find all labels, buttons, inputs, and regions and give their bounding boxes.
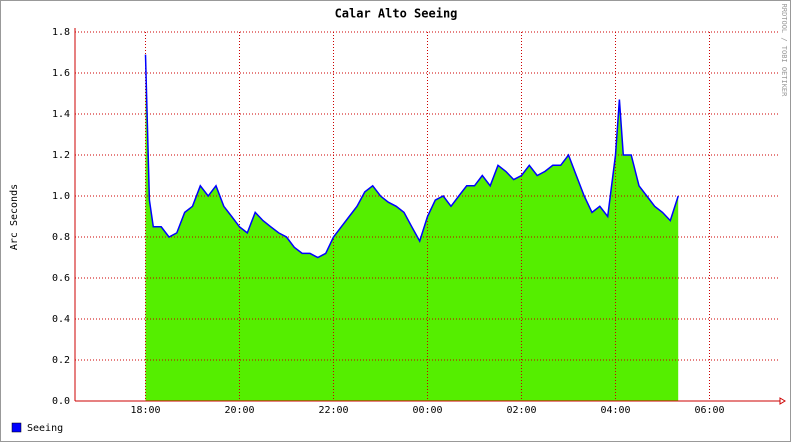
x-tick-label: 02:00 [506, 405, 536, 416]
y-axis-label: Arc Seconds [9, 184, 20, 250]
y-tick-label: 0.0 [52, 396, 70, 407]
y-tick-label: 0.8 [52, 232, 70, 243]
y-tick-label: 1.6 [52, 68, 70, 79]
side-note: RRDTOOL / TOBI OETIKER [780, 4, 788, 98]
x-tick-label: 00:00 [412, 405, 442, 416]
chart-title: Calar Alto Seeing [335, 7, 458, 21]
legend-label: Seeing [27, 423, 63, 434]
y-tick-label: 1.8 [52, 27, 70, 38]
line [144, 54, 679, 259]
y-tick-label: 0.2 [52, 355, 70, 366]
y-tick-label: 0.6 [52, 273, 70, 284]
y-tick-label: 0.4 [52, 314, 70, 325]
x-tick-label: 22:00 [318, 405, 348, 416]
y-tick-label: 1.4 [52, 109, 70, 120]
x-tick-label: 04:00 [600, 405, 630, 416]
legend-swatch [11, 422, 22, 433]
x-tick-label: 06:00 [694, 405, 724, 416]
y-tick-label: 1.2 [52, 150, 70, 161]
x-tick-label: 20:00 [224, 405, 254, 416]
x-tick-label: 18:00 [130, 405, 160, 416]
y-tick-label: 1.0 [52, 191, 70, 202]
axis-arrow [779, 397, 786, 405]
